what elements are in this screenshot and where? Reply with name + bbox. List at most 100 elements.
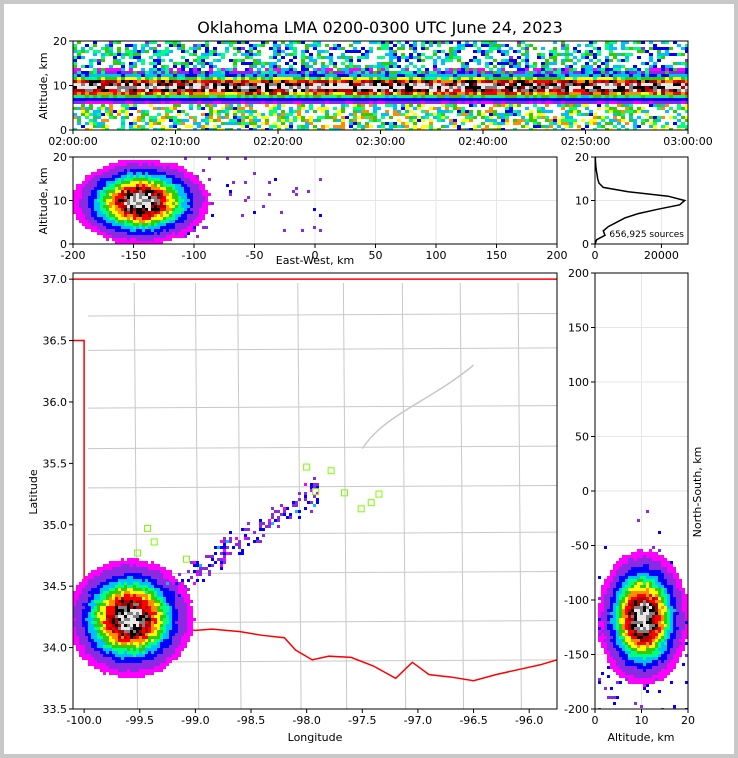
time-height-cell [561,47,565,50]
time-height-cell [605,71,609,74]
east-west-cell [130,175,133,178]
time-height-cell [349,50,353,53]
east-west-cell [88,190,91,193]
time-height-cell [369,74,373,77]
time-height-cell [433,98,437,101]
time-height-cell [525,44,529,47]
east-west-cell [190,199,193,202]
east-west-cell [178,181,181,184]
east-west-cell [127,196,130,199]
east-west-cell [175,223,178,226]
time-height-cell [281,50,285,53]
time-height-cell [173,62,177,65]
time-height-cell [461,86,465,89]
time-height-cell [373,89,377,92]
time-height-cell [625,110,629,113]
time-height-cell [605,62,609,65]
time-height-cell [245,125,249,128]
time-height-cell [165,53,169,56]
time-height-cell [657,59,661,62]
east-west-cell [199,193,202,196]
time-height-cell [221,53,225,56]
east-west-cell [151,163,154,166]
time-height-cell [297,116,301,119]
east-west-cell [136,235,139,238]
time-height-cell [625,128,629,130]
time-height-cell [453,71,457,74]
east-west-cell [127,211,130,214]
time-height-cell [241,41,245,44]
east-west-cell [124,169,127,172]
time-height-cell [405,83,409,86]
east-west-cell [109,187,112,190]
east-west-cell [124,214,127,217]
east-west-cell [133,241,136,244]
east-west-cell [154,229,157,232]
time-height-cell [261,65,265,68]
time-height-cell [229,95,233,98]
time-height-cell [201,77,205,80]
east-west-cell [115,214,118,217]
time-height-cell [621,83,625,86]
east-west-cell [91,202,94,205]
east-west-cell [94,205,97,208]
time-height-cell [641,83,645,86]
plan-view-cell [100,594,103,597]
time-height-cell [277,86,281,89]
time-height-cell [253,95,257,98]
time-height-cell [349,44,353,47]
plan-view-cell [85,636,88,639]
east-west-cell [118,193,121,196]
time-height-cell [301,92,305,95]
time-height-cell [353,50,357,53]
time-height-cell [293,68,297,71]
time-height-cell [213,83,217,86]
plan-view-cell [118,591,121,594]
time-height-cell [137,71,141,74]
time-height-cell [297,41,301,44]
time-height-cell [129,86,133,89]
time-height-cell [121,74,125,77]
time-height-cell [217,68,221,71]
plan-view-cell [94,645,97,648]
plan-view-cell [94,570,97,573]
plan-view-cell [112,648,115,651]
time-height-cell [205,95,209,98]
plan-view-cell [106,579,109,582]
time-height-cell [665,71,669,74]
plan-view-cell [85,594,88,597]
time-height-cell [489,122,493,125]
time-height-cell [685,74,688,77]
time-height-cell [353,68,357,71]
time-height-cell [517,119,521,122]
east-west-cell [160,202,163,205]
east-west-cell [124,205,127,208]
time-height-cell [197,125,201,128]
plan-view-cell [91,633,94,636]
time-height-cell [289,59,293,62]
time-height-cell [505,77,509,80]
time-height-cell [645,71,649,74]
time-height-cell [329,95,333,98]
time-height-cell [429,122,433,125]
time-height-cell [533,74,537,77]
time-height-cell [489,41,493,44]
time-height-cell [401,86,405,89]
time-height-cell [169,80,173,83]
east-west-cell [145,160,148,163]
time-height-cell [121,107,125,110]
time-height-cell [477,80,481,83]
time-height-cell [321,92,325,95]
time-height-cell [509,98,513,101]
time-height-cell [349,101,353,104]
east-west-cell [181,205,184,208]
east-west-cell [130,229,133,232]
time-height-cell [341,68,345,71]
time-height-cell [265,128,269,130]
east-west-cell [106,223,109,226]
time-height-cell [477,101,481,104]
time-height-cell [361,107,365,110]
time-height-cell [581,65,585,68]
time-height-cell [121,56,125,59]
time-height-cell [609,53,613,56]
